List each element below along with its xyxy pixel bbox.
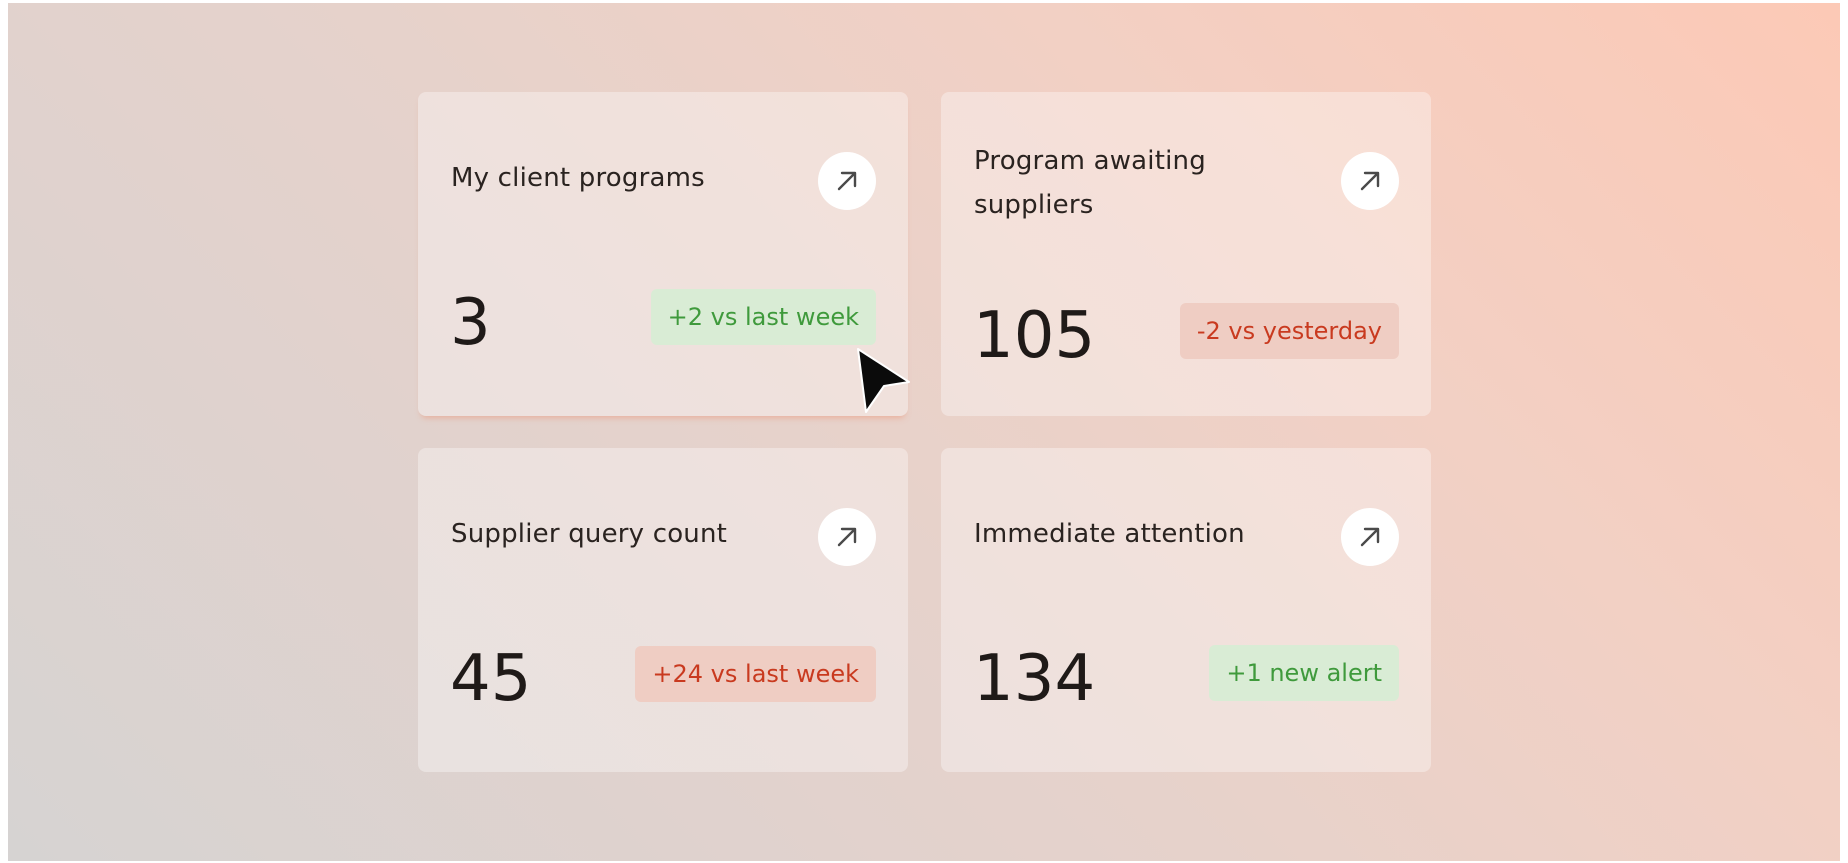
arrow-up-right-icon	[1360, 171, 1380, 191]
kpi-card-supplier-query-count[interactable]: Supplier query count 45 +24 vs last week	[418, 448, 908, 772]
card-title: Immediate attention	[974, 519, 1245, 549]
kpi-card-my-client-programs[interactable]: My client programs 3 +2 vs last week	[418, 92, 908, 416]
trend-badge: +24 vs last week	[635, 646, 876, 702]
card-title: Supplier query count	[451, 519, 728, 549]
arrow-up-right-icon	[1360, 527, 1380, 547]
open-card-button[interactable]	[818, 508, 876, 566]
trend-badge: +2 vs last week	[650, 289, 876, 345]
trend-badge: -2 vs yesterday	[1179, 303, 1399, 359]
kpi-card-immediate-attention[interactable]: Immediate attention 134 +1 new alert	[941, 448, 1431, 772]
open-card-button[interactable]	[1341, 152, 1399, 210]
trend-badge: +1 new alert	[1209, 645, 1399, 701]
metric-value: 3	[450, 286, 491, 360]
card-title: Program awaiting suppliers	[974, 146, 1206, 220]
arrow-up-right-icon	[837, 171, 857, 191]
card-title: My client programs	[451, 163, 705, 193]
metric-value: 45	[450, 642, 532, 716]
open-card-button[interactable]	[818, 152, 876, 210]
metric-value: 134	[973, 642, 1096, 716]
arrow-up-right-icon	[837, 527, 857, 547]
kpi-card-program-awaiting-suppliers[interactable]: Program awaiting suppliers 105 -2 vs yes…	[941, 92, 1431, 416]
open-card-button[interactable]	[1341, 508, 1399, 566]
dashboard-canvas: My client programs 3 +2 vs last week Pro…	[8, 3, 1840, 861]
metric-value: 105	[973, 299, 1096, 373]
